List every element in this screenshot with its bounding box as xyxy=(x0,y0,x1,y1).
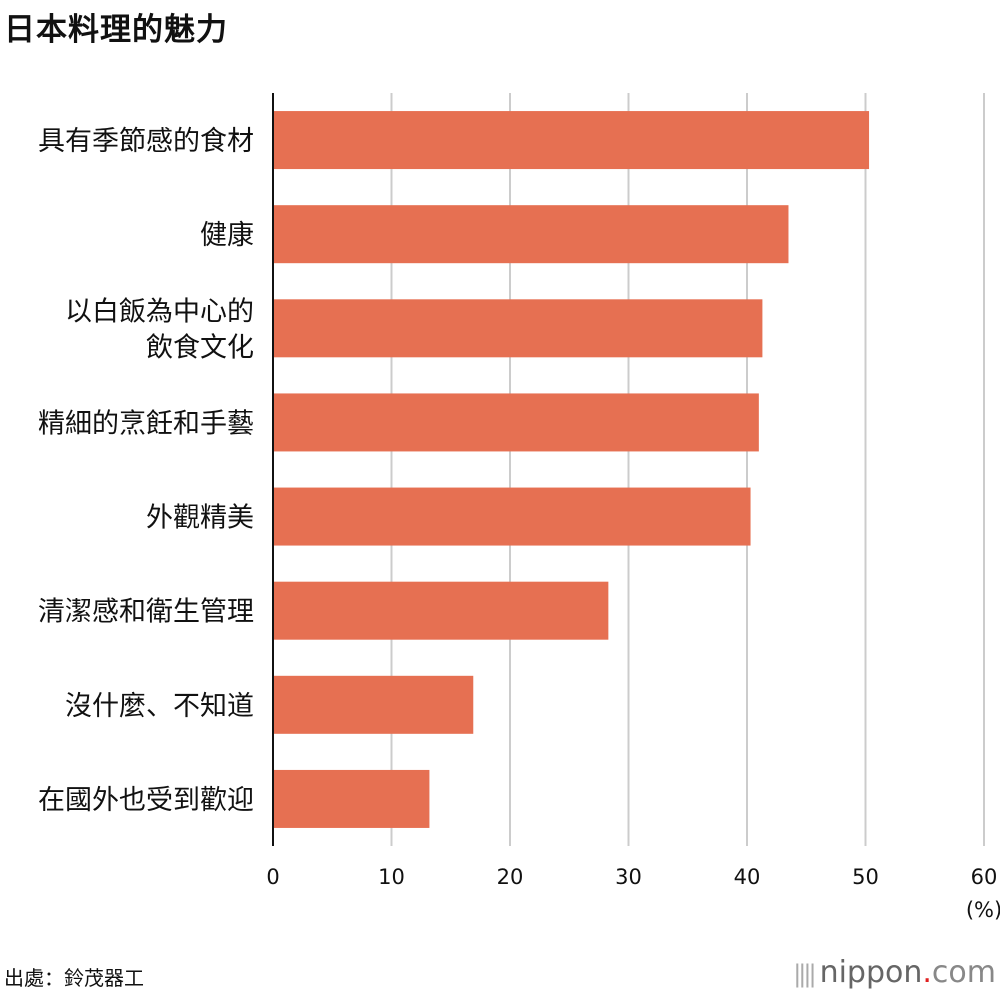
x-tick-label: 40 xyxy=(734,865,761,889)
category-label: 精細的烹飪和手藝 xyxy=(38,408,254,439)
bar xyxy=(273,393,759,452)
bar xyxy=(273,205,789,264)
bar xyxy=(273,111,870,170)
category-label: 健康 xyxy=(200,220,254,251)
bar xyxy=(273,487,751,546)
bar xyxy=(273,581,609,640)
logo-suffix: com xyxy=(931,955,996,990)
x-unit-label: (%) xyxy=(966,898,1000,922)
category-label: 具有季節感的食材 xyxy=(38,126,254,157)
category-label: 清潔感和衛生管理 xyxy=(38,597,254,628)
category-label: 沒什麼、不知道 xyxy=(65,691,254,722)
x-tick-label: 60 xyxy=(971,865,998,889)
category-label: 外觀精美 xyxy=(146,503,254,534)
logo-name: nippon xyxy=(819,955,923,990)
nippon-logo: |||| nippon.com xyxy=(793,955,996,990)
bar xyxy=(273,675,474,734)
x-tick-label: 30 xyxy=(615,865,642,889)
category-label: 以白飯為中心的飲食文化 xyxy=(65,296,254,363)
x-tick-label: 10 xyxy=(378,865,405,889)
x-tick-label: 0 xyxy=(266,865,279,889)
logo-bars-icon: |||| xyxy=(793,960,816,988)
chart-title: 日本料理的魅力 xyxy=(4,12,228,48)
x-tick-label: 50 xyxy=(852,865,879,889)
bar xyxy=(273,299,763,358)
logo-dot: . xyxy=(922,955,932,990)
bar xyxy=(273,769,430,828)
source-note: 出處：鈴茂器工 xyxy=(4,966,144,990)
x-tick-label: 20 xyxy=(497,865,524,889)
category-label: 在國外也受到歡迎 xyxy=(38,785,254,816)
